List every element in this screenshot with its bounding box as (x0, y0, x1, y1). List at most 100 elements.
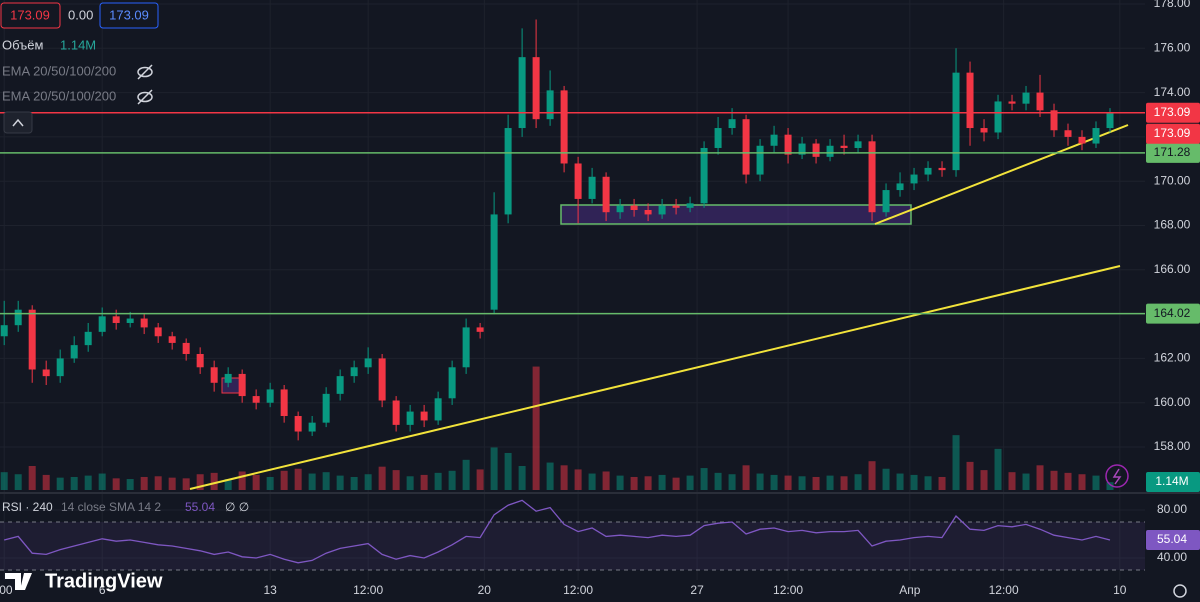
candle-body (812, 143, 820, 157)
y-tick-label: 158.00 (1154, 439, 1191, 453)
candle-body (924, 167, 932, 175)
candle-body (1050, 110, 1058, 131)
candle-body (336, 376, 344, 394)
x-tick-label: :00 (0, 583, 13, 597)
candle-body (1008, 101, 1016, 104)
candle-body (350, 367, 358, 377)
candle-body (616, 205, 624, 213)
candle-body (98, 316, 106, 332)
candle-body (560, 90, 568, 164)
indicator-name: EMA 20/50/100/200 (2, 88, 116, 103)
candle-body (210, 367, 218, 383)
volume-bar (826, 475, 834, 490)
volume-bar (112, 478, 120, 490)
candle-body (378, 358, 386, 401)
candle-body (1092, 128, 1100, 144)
volume-bar (686, 475, 694, 490)
x-tick-label: 10 (1113, 583, 1127, 597)
axis-label-box (1146, 123, 1200, 144)
volume-bar (70, 476, 78, 490)
volume-bar (714, 472, 722, 490)
candle-body (0, 325, 8, 337)
x-tick-label: 27 (690, 583, 704, 597)
volume-bar (868, 461, 876, 490)
candle-body (826, 145, 834, 157)
y-tick-label: 162.00 (1154, 351, 1191, 365)
candle-body (854, 141, 862, 148)
volume-bar (238, 471, 246, 490)
volume-bar (364, 474, 372, 490)
volume-bar (84, 475, 92, 490)
candle-body (406, 411, 414, 425)
volume-bar (994, 448, 1002, 490)
volume-bar (322, 472, 330, 490)
collapse-icon[interactable] (12, 118, 24, 127)
candle-body (252, 396, 260, 403)
legend-box (99, 2, 159, 29)
volume-name: Объём (2, 37, 43, 52)
volume-bar (308, 473, 316, 490)
volume-bar (1050, 470, 1058, 490)
volume-bar (560, 465, 568, 490)
candle-body (168, 336, 176, 343)
axis-label-box (1146, 142, 1200, 163)
hidden-icon[interactable] (137, 64, 153, 80)
candle-body (490, 214, 498, 310)
x-tick-label: 12:00 (773, 583, 803, 597)
candle-body (196, 353, 204, 368)
rsi-value: 55.04 (185, 500, 215, 514)
candle-body (448, 367, 456, 399)
volume-bar (252, 474, 260, 490)
candle-body (28, 309, 36, 370)
volume-bar (910, 474, 918, 490)
y-tick-label: 80.00 (1157, 502, 1187, 516)
volume-bar (938, 476, 946, 490)
volume-bar (896, 473, 904, 490)
axis-label: 164.02 (1154, 306, 1191, 320)
candle-body (1022, 92, 1030, 104)
candle-body (154, 327, 162, 337)
alert-icon[interactable] (1112, 468, 1122, 485)
legend: 173.09 0.00 173.09 Объём 1.14M EMA 20/50… (0, 2, 1129, 592)
volume-bar (98, 473, 106, 490)
x-tick-label: Апр (899, 583, 921, 597)
volume-bar (644, 476, 652, 490)
volume-bar (770, 474, 778, 490)
volume-bar (658, 474, 666, 490)
candle-body (784, 134, 792, 155)
volume-bar (812, 476, 820, 490)
axis-label-box (1146, 472, 1200, 492)
volume-bar (840, 476, 848, 490)
candle-body (238, 373, 246, 397)
candle-body (896, 183, 904, 191)
volume-bar (350, 476, 358, 490)
x-tick-label: 12:00 (353, 583, 383, 597)
candle-body (672, 205, 680, 208)
candle-body (518, 57, 526, 129)
candle-body (588, 176, 596, 199)
rsi-band (0, 522, 1145, 571)
y-tick-label: 160.00 (1154, 395, 1191, 409)
volume-bar (406, 476, 414, 490)
x-tick-label: 12:00 (989, 583, 1019, 597)
candle-body (42, 369, 50, 377)
volume-bar (1106, 482, 1114, 490)
volume-bar (448, 470, 456, 490)
candle-body (476, 327, 484, 332)
volume-bar (210, 472, 218, 490)
y-tick-label: 166.00 (1154, 262, 1191, 276)
candle-body (952, 72, 960, 171)
hidden-icon[interactable] (137, 89, 153, 105)
volume-bar (798, 476, 806, 490)
collapse-button[interactable] (3, 111, 33, 134)
volume-bar (14, 474, 22, 490)
volume-bar (266, 476, 274, 490)
axis-label-box (1146, 303, 1200, 324)
volume-value: 1.14M (60, 37, 96, 52)
candle-body (224, 373, 232, 383)
logo-text: TradingView (45, 570, 163, 592)
settings-icon[interactable] (1173, 584, 1187, 598)
volume-bar (882, 468, 890, 490)
range-box (560, 204, 912, 225)
alert-icon[interactable] (1105, 464, 1129, 488)
